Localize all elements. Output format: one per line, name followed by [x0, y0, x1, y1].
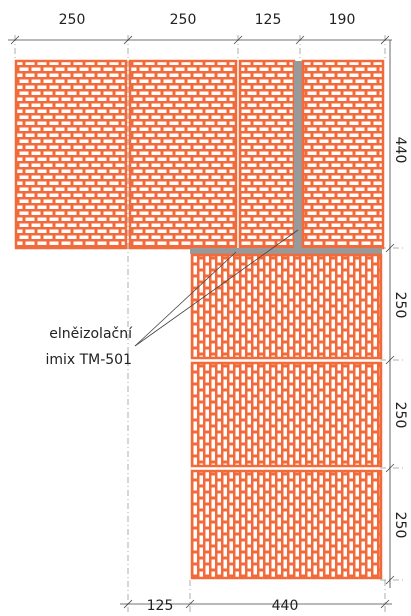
block [303, 61, 383, 248]
dimension-label: 440 [272, 598, 299, 614]
insulation-mortar [190, 248, 382, 254]
dimension-label: 250 [392, 292, 408, 319]
dimension-label: 250 [392, 512, 408, 539]
dimension-label: 125 [255, 12, 282, 28]
annotation: imix TM-501 [45, 352, 132, 368]
dimension-label: 250 [392, 402, 408, 429]
block [192, 255, 381, 358]
block [240, 61, 294, 248]
lower-wall [192, 255, 381, 578]
dimension-label: 190 [329, 12, 356, 28]
dimension-label: 440 [392, 137, 408, 164]
dimension-label: 250 [170, 12, 197, 28]
dimension-label: 250 [59, 12, 86, 28]
block [192, 363, 381, 466]
block [16, 61, 126, 248]
block [192, 471, 381, 578]
block [130, 61, 236, 248]
top-wall [16, 61, 383, 254]
insulation-mortar [294, 61, 302, 248]
dimension-label: 125 [147, 598, 174, 614]
drawing: 250 250 125 190 440 250 250 250 125 440 … [0, 0, 411, 616]
annotation: elněizolační [49, 326, 133, 342]
